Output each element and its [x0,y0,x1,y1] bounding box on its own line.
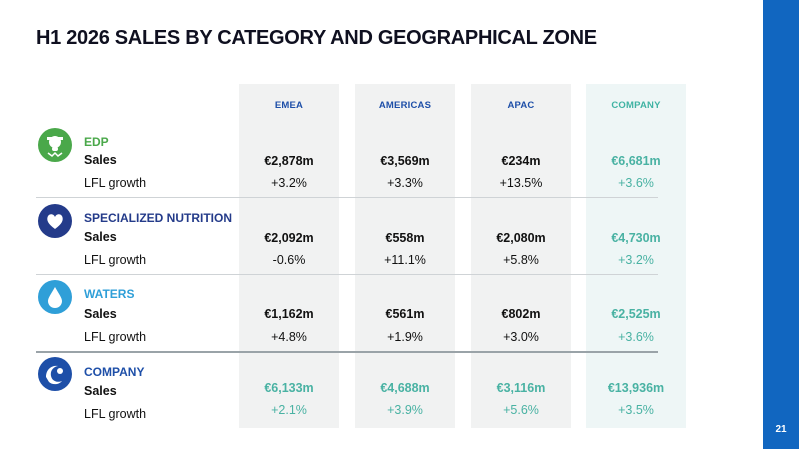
row-label-sales: Sales [84,230,117,244]
row-label-sales: Sales [84,153,117,167]
cell-waters-sales-americas: €561m [385,307,425,321]
cell-waters-lfl-americas: +1.9% [387,330,423,344]
water-drop-icon [38,280,72,314]
cell-edp-sales-emea: €2,878m [264,154,314,168]
column-bg-emea [239,84,339,428]
cell-company-sales-emea: €6,133m [264,381,314,395]
column-header-emea: EMEA [274,100,304,111]
company-logo-icon [38,357,72,391]
row-label-lfl: LFL growth [84,176,147,190]
cell-waters-sales-apac: €802m [501,307,541,321]
cell-sn-sales-apac: €2,080m [496,231,546,245]
cell-edp-lfl-company: +3.6% [618,176,654,190]
page-title: H1 2026 SALES BY CATEGORY AND GEOGRAPHIC… [36,27,597,49]
cow-icon [38,128,72,162]
cell-sn-sales-company: €4,730m [611,231,661,245]
cell-waters-lfl-company: +3.6% [618,330,654,344]
row-separator [36,351,658,353]
column-header-americas: AMERICAS [378,100,432,111]
heart-icon [38,204,72,238]
page-number: 21 [775,424,787,435]
cell-sn-lfl-company: +3.2% [618,253,654,267]
cell-edp-lfl-apac: +13.5% [499,176,543,190]
cell-company-sales-company: €13,936m [607,381,665,395]
row-label-sales: Sales [84,307,117,321]
cell-sn-sales-americas: €558m [385,231,425,245]
column-bg-apac [471,84,571,428]
cell-company-lfl-americas: +3.9% [387,403,423,417]
row-label-lfl: LFL growth [84,407,147,421]
row-separator [36,274,658,275]
column-header-company: COMPANY [611,100,661,111]
cell-company-sales-apac: €3,116m [496,381,546,395]
cell-edp-sales-apac: €234m [501,154,541,168]
cell-edp-lfl-americas: +3.3% [387,176,423,190]
cell-sn-lfl-americas: +11.1% [384,253,426,267]
cell-edp-sales-americas: €3,569m [380,154,430,168]
cell-waters-lfl-emea: +4.8% [271,330,307,344]
cell-company-lfl-emea: +2.1% [271,403,307,417]
cell-waters-sales-company: €2,525m [611,307,661,321]
cell-edp-sales-company: €6,681m [611,154,661,168]
column-bg-company [586,84,686,428]
row-label-lfl: LFL growth [84,330,147,344]
row-label-sales: Sales [84,384,117,398]
row-separator [36,197,658,198]
cell-company-lfl-company: +3.5% [618,403,654,417]
brand-sidebar [763,0,799,449]
cell-sn-lfl-apac: +5.8% [503,253,539,267]
column-bg-americas [355,84,455,428]
cell-waters-lfl-apac: +3.0% [503,330,539,344]
column-header-apac: APAC [507,100,535,111]
cell-waters-sales-emea: €1,162m [264,307,314,321]
category-name-company: COMPANY [84,365,145,379]
cell-company-sales-americas: €4,688m [380,381,430,395]
cell-sn-lfl-emea: -0.6% [272,253,306,267]
cell-company-lfl-apac: +5.6% [503,403,539,417]
cell-sn-sales-emea: €2,092m [264,231,314,245]
category-name-edp: EDP [84,135,109,149]
cell-edp-lfl-emea: +3.2% [271,176,307,190]
category-name-waters: WATERS [84,287,135,301]
row-label-lfl: LFL growth [84,253,147,267]
category-name-specialized-nutrition: SPECIALIZED NUTRITION [84,211,233,225]
